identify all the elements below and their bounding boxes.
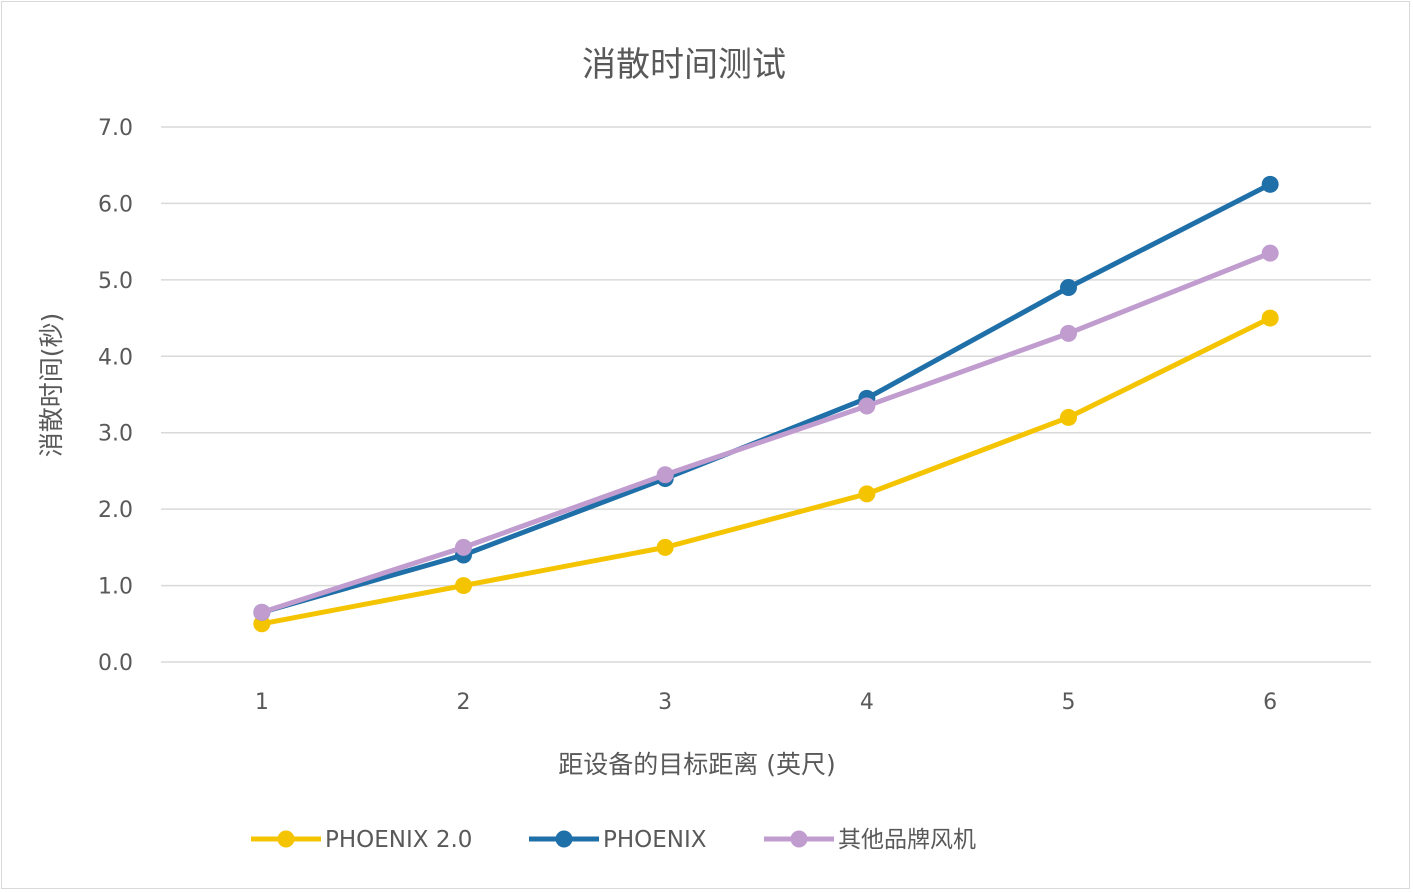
data-point [1060, 408, 1077, 426]
series-group [253, 309, 1279, 633]
data-point [253, 603, 271, 621]
legend-item: PHOENIX [529, 827, 707, 853]
data-point [858, 485, 876, 503]
series-line [259, 315, 1273, 627]
y-tick-label: 0.0 [98, 651, 133, 676]
data-point [1261, 244, 1279, 262]
data-point [455, 577, 472, 595]
y-tick-label: 2.0 [98, 498, 133, 523]
x-tick-label: 4 [860, 690, 874, 715]
chart-title: 消散时间测试 [582, 45, 786, 85]
y-tick-label: 1.0 [98, 575, 133, 600]
data-point [858, 397, 876, 415]
data-point [656, 538, 674, 556]
series-layer [253, 175, 1279, 633]
x-tick-label: 6 [1263, 690, 1277, 715]
x-axis-ticks: 1 2 3 4 5 6 [255, 690, 1277, 715]
y-tick-label: 5.0 [98, 269, 133, 294]
legend-swatch-marker [277, 830, 295, 848]
legend: PHOENIX 2.0 PHOENIX 其他品牌风机 [251, 827, 976, 853]
x-axis-label: 距设备的目标距离 (英尺) [558, 750, 835, 779]
x-tick-label: 1 [255, 690, 269, 715]
series-line [259, 181, 1273, 615]
y-tick-label: 6.0 [98, 192, 133, 217]
legend-item: 其他品牌风机 [764, 827, 976, 853]
x-tick-label: 5 [1062, 690, 1076, 715]
series-group [253, 244, 1279, 621]
legend-swatch-marker [555, 830, 573, 848]
series-line [259, 250, 1273, 615]
legend-swatch-marker [790, 830, 808, 848]
y-tick-label: 3.0 [98, 422, 133, 447]
data-point [1261, 309, 1279, 327]
y-tick-label: 4.0 [98, 345, 133, 370]
legend-label: PHOENIX 2.0 [325, 827, 472, 853]
data-point [455, 538, 472, 556]
data-point [1060, 279, 1077, 296]
y-axis-label: 消散时间(秒) [37, 313, 66, 458]
y-axis-ticks: 0.0 1.0 2.0 3.0 4.0 5.0 6.0 7.0 [98, 116, 133, 676]
y-tick-label: 7.0 [98, 116, 133, 141]
legend-label: PHOENIX [603, 827, 707, 853]
legend-item: PHOENIX 2.0 [251, 827, 472, 853]
data-point [656, 466, 674, 484]
series-group [253, 175, 1279, 621]
x-tick-label: 3 [658, 690, 672, 715]
data-point [1261, 175, 1279, 193]
gridlines [161, 126, 1371, 663]
legend-label: 其他品牌风机 [838, 827, 976, 853]
x-tick-label: 2 [457, 690, 471, 715]
data-point [1060, 324, 1077, 342]
